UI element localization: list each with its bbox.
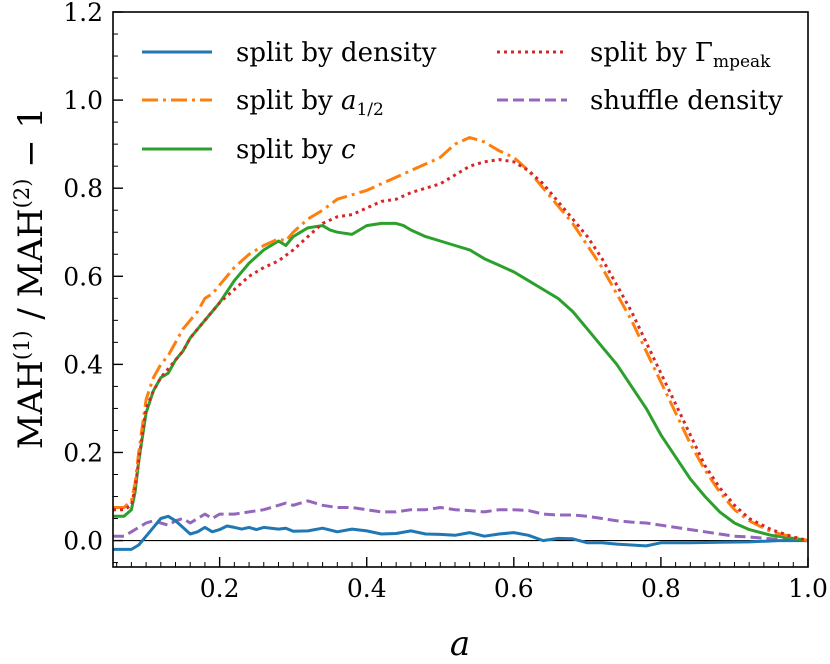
legend-label-split-by-gamma-mpeak: split by Γmpeak: [590, 38, 771, 72]
series-layer: [113, 136, 809, 551]
plot-frame: [112, 11, 809, 568]
x-tick-label: 0.4: [347, 574, 387, 603]
x-tick-label: 1.0: [788, 574, 828, 603]
legend-label-shuffle-density: shuffle density: [590, 86, 783, 116]
y-tick-label: 1.0: [63, 86, 103, 115]
y-axis-title: MAH(1) / MAH(2) − 1: [10, 107, 51, 449]
legend-label-split-by-a-half: split by a1/2: [236, 86, 384, 120]
series-line-split-by-density: [113, 514, 808, 551]
y-tick-label: 0.2: [63, 438, 103, 467]
y-tick-label: 0.8: [63, 174, 103, 203]
y-tick-label: 0.0: [63, 527, 103, 556]
x-axis-title: a: [450, 624, 470, 664]
series-line-shuffle-density: [113, 499, 809, 543]
x-tick-label: 0.6: [494, 574, 534, 603]
ticks-layer: 0.2 0.4 0.6 0.8 1.0 0.0 0.2 0.4 0.6 0.8 1.0 1.2: [63, 0, 828, 603]
x-tick-label: 0.8: [641, 574, 681, 603]
legend-label-split-by-c: split by c: [236, 135, 356, 165]
legend-label-split-by-density: split by density: [236, 38, 437, 68]
y-tick-label: 0.6: [63, 262, 103, 291]
y-tick-label: 1.2: [63, 0, 103, 27]
series-line-split-by-c: [113, 221, 809, 543]
legend: split by density split by a1/2 split by …: [142, 38, 783, 165]
series-line-split-by-a1-2: [113, 136, 809, 543]
x-tick-label: 0.2: [200, 574, 240, 603]
y-tick-label: 0.4: [63, 350, 103, 379]
series-line-split-by-mpeak: [113, 158, 809, 543]
